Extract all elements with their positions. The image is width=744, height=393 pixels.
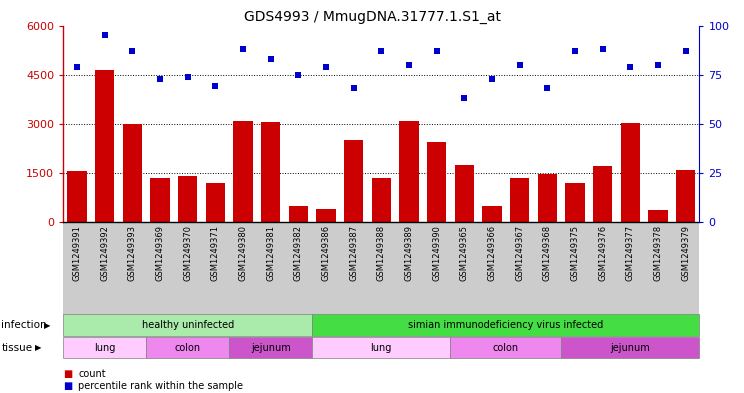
Point xyxy=(154,75,166,82)
Text: ▶: ▶ xyxy=(35,343,42,352)
Bar xyxy=(371,178,391,222)
Point xyxy=(237,46,249,52)
Bar xyxy=(482,206,501,222)
Bar xyxy=(150,178,170,222)
Text: lung: lung xyxy=(371,343,392,353)
Bar xyxy=(316,209,336,222)
Text: colon: colon xyxy=(493,343,519,353)
Bar xyxy=(620,123,640,222)
Point xyxy=(597,46,609,52)
Bar xyxy=(427,142,446,222)
Point xyxy=(652,62,664,68)
Point xyxy=(71,64,83,70)
Point xyxy=(292,72,304,78)
Point xyxy=(624,64,636,70)
Point xyxy=(347,85,359,92)
Bar xyxy=(565,184,585,222)
Point xyxy=(403,62,415,68)
Bar xyxy=(68,171,87,222)
Text: tissue: tissue xyxy=(1,343,33,353)
Point xyxy=(679,48,691,54)
Bar xyxy=(455,165,474,222)
Text: jejunum: jejunum xyxy=(251,343,291,353)
Bar xyxy=(205,184,225,222)
Point xyxy=(182,73,193,80)
Text: jejunum: jejunum xyxy=(610,343,650,353)
Bar xyxy=(123,124,142,222)
Bar xyxy=(676,170,695,222)
Text: count: count xyxy=(78,369,106,379)
Text: lung: lung xyxy=(94,343,115,353)
Point xyxy=(542,85,554,92)
Bar xyxy=(593,166,612,222)
Bar xyxy=(648,209,667,222)
Bar xyxy=(400,121,419,222)
Point xyxy=(209,83,221,90)
Bar xyxy=(344,140,363,222)
Point xyxy=(486,75,498,82)
Bar xyxy=(261,122,280,222)
Text: colon: colon xyxy=(175,343,201,353)
Text: ■: ■ xyxy=(63,381,72,391)
Text: percentile rank within the sample: percentile rank within the sample xyxy=(78,381,243,391)
Point xyxy=(569,48,581,54)
Point xyxy=(513,62,525,68)
Bar xyxy=(178,176,197,222)
Point xyxy=(99,32,111,39)
Bar xyxy=(234,121,253,222)
Bar xyxy=(510,178,529,222)
Text: GDS4993 / MmugDNA.31777.1.S1_at: GDS4993 / MmugDNA.31777.1.S1_at xyxy=(243,10,501,24)
Point xyxy=(126,48,138,54)
Point xyxy=(376,48,388,54)
Text: ▶: ▶ xyxy=(44,321,51,330)
Bar xyxy=(538,174,557,222)
Point xyxy=(265,56,277,62)
Bar xyxy=(95,70,115,222)
Point xyxy=(458,95,470,101)
Text: healthy uninfected: healthy uninfected xyxy=(141,320,234,330)
Point xyxy=(320,64,332,70)
Text: simian immunodeficiency virus infected: simian immunodeficiency virus infected xyxy=(408,320,603,330)
Point xyxy=(431,48,443,54)
Text: ■: ■ xyxy=(63,369,72,379)
Text: infection: infection xyxy=(1,320,47,330)
Bar xyxy=(289,206,308,222)
